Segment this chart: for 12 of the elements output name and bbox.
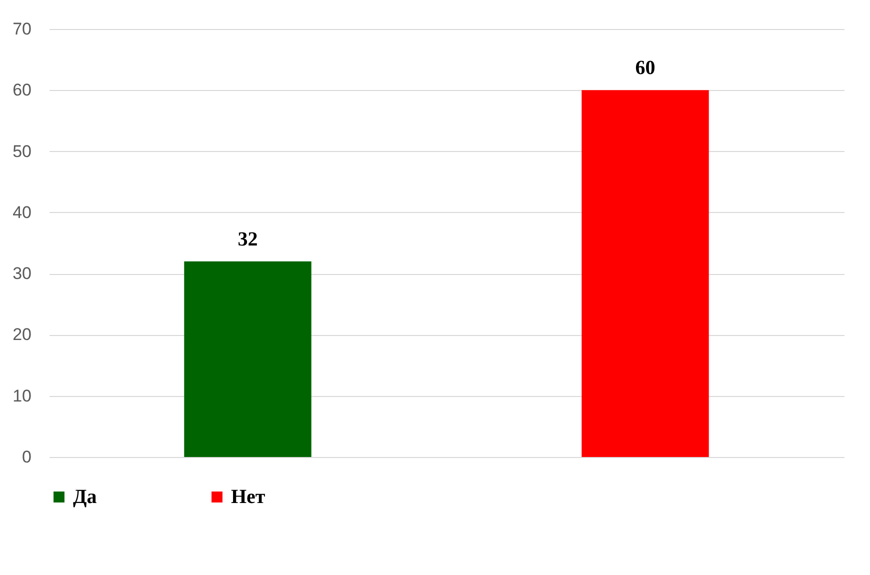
y-tick-label: 10 bbox=[12, 386, 32, 406]
legend-label: Да bbox=[73, 486, 97, 508]
legend-label: Нет bbox=[231, 486, 266, 508]
data-label: 60 bbox=[635, 57, 656, 80]
y-tick-label: 50 bbox=[12, 142, 32, 161]
y-tick-label: 60 bbox=[12, 80, 32, 100]
y-tick-label: 30 bbox=[12, 264, 32, 284]
y-tick-label: 70 bbox=[12, 20, 32, 38]
y-tick-label: 20 bbox=[12, 325, 32, 344]
y-tick-label: 0 bbox=[22, 448, 32, 466]
y-tick-label: 40 bbox=[12, 202, 32, 222]
data-label: 32 bbox=[238, 228, 258, 250]
